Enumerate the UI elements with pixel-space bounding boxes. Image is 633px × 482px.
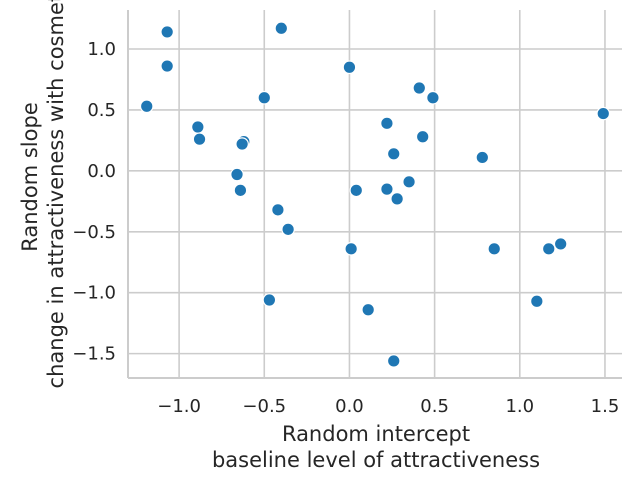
data-points [139,21,611,368]
data-point [192,132,207,146]
x-axis-label-line1: Random intercept [282,422,470,446]
x-tick-label: −1.0 [157,396,201,417]
data-point [390,192,404,206]
data-point [487,242,502,256]
data-point [160,25,174,39]
x-tick-label: 0.5 [420,396,449,417]
axes-frame [127,10,622,379]
data-point [342,60,357,75]
data-point [380,182,394,196]
y-axis-label-line1: Random slope [18,102,42,252]
x-tick-labels: −1.0 −0.5 0.0 0.5 1.0 1.5 [157,396,619,417]
y-tick-label: −0.5 [72,222,116,243]
data-point [233,183,248,198]
x-tick-label: 0.0 [335,396,364,417]
y-tick-label: 1.0 [87,39,116,60]
data-point [160,59,174,73]
data-point [235,137,249,151]
x-tick-label: 1.0 [505,396,534,417]
y-tick-labels: 1.0 0.5 0.0 −0.5 −1.0 −1.5 [72,39,116,365]
data-point [596,106,611,121]
data-point [402,175,416,189]
data-point [191,120,205,134]
data-point [262,293,277,307]
y-tick-label: 0.5 [87,100,116,121]
data-point [386,146,401,161]
data-point [271,203,285,217]
data-point [139,99,154,114]
data-point [344,242,358,256]
data-point [380,116,394,131]
data-point [349,183,364,198]
y-axis-label-line2: change in attractiveness with cosmetics [44,0,68,388]
data-point [274,21,289,36]
data-point [386,354,401,368]
y-tick-label: −1.0 [72,283,116,304]
data-point [281,222,295,237]
data-point [553,237,568,251]
data-point [257,90,272,105]
data-point [541,242,556,256]
y-tick-label: 0.0 [87,161,116,182]
x-tick-label: −0.5 [242,396,286,417]
data-point [412,81,427,95]
data-point [361,302,375,317]
data-point [475,150,490,165]
x-tick-label: 1.5 [591,396,620,417]
data-point [230,167,244,182]
y-tick-label: −1.5 [72,344,116,365]
data-point [415,129,430,144]
data-point [530,294,544,309]
data-point [426,90,440,105]
x-axis-label-line2: baseline level of attractiveness [212,448,540,472]
